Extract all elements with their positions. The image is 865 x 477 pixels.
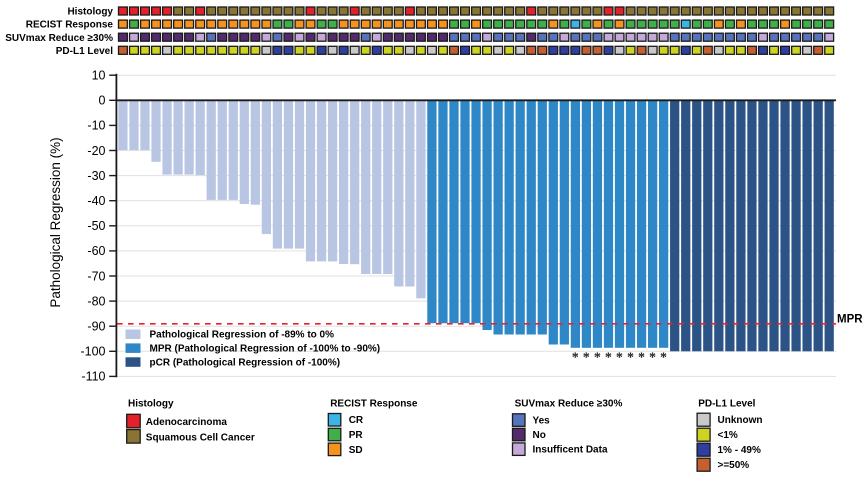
svg-text:-70: -70 [87,269,105,283]
svg-text:<1%: <1% [718,430,738,441]
svg-text:*: * [605,351,612,366]
svg-text:-110: -110 [81,370,105,384]
svg-text:Adenocarcinoma: Adenocarcinoma [146,417,228,428]
svg-text:-60: -60 [87,244,105,258]
svg-text:*: * [627,351,634,366]
svg-text:RECIST Response: RECIST Response [330,398,418,409]
svg-text:-10: -10 [87,119,105,133]
svg-text:MPR: MPR [837,314,863,326]
svg-text:RECIST Response: RECIST Response [26,20,114,31]
svg-text:*: * [572,351,579,366]
svg-text:SUVmax Reduce ≥30%: SUVmax Reduce ≥30% [5,33,113,44]
svg-text:SD: SD [349,445,363,456]
svg-text:Insufficent Data: Insufficent Data [533,445,608,456]
svg-text:Unknown: Unknown [718,415,763,426]
svg-text:*: * [583,351,590,366]
svg-text:Pathological Regression (%): Pathological Regression (%) [48,137,63,307]
svg-text:-90: -90 [87,320,105,334]
svg-text:Pathological Regression of -89: Pathological Regression of -89% to 0% [150,330,335,341]
svg-text:Squamous Cell Cancer: Squamous Cell Cancer [146,432,255,443]
svg-text:-40: -40 [87,194,105,208]
svg-text:-50: -50 [87,219,105,233]
svg-text:SUVmax Reduce ≥30%: SUVmax Reduce ≥30% [515,398,623,409]
svg-text:Histology: Histology [128,398,174,409]
svg-text:10: 10 [92,69,106,83]
svg-text:1% - 49%: 1% - 49% [718,445,761,456]
svg-text:*: * [660,351,667,366]
svg-text:Yes: Yes [533,416,551,427]
svg-text:-80: -80 [87,294,105,308]
svg-text:PD-L1 Level: PD-L1 Level [698,398,755,409]
svg-text:*: * [594,351,601,366]
svg-text:CR: CR [349,415,364,426]
svg-text:*: * [616,351,623,366]
svg-text:PR: PR [349,430,364,441]
svg-text:-100: -100 [80,345,105,359]
svg-text:MPR (Pathological Regression o: MPR (Pathological Regression of -100% to… [150,344,381,355]
svg-text:>=50%: >=50% [718,460,750,471]
svg-text:*: * [649,351,656,366]
svg-text:-30: -30 [87,169,105,183]
svg-text:pCR (Pathological Regression o: pCR (Pathological Regression of -100%) [150,357,341,368]
svg-text:0: 0 [99,94,106,108]
svg-text:No: No [533,430,546,441]
svg-text:PD-L1 Level: PD-L1 Level [56,46,113,57]
svg-text:Histology: Histology [67,7,113,18]
svg-text:-20: -20 [87,144,105,158]
svg-text:*: * [638,351,645,366]
